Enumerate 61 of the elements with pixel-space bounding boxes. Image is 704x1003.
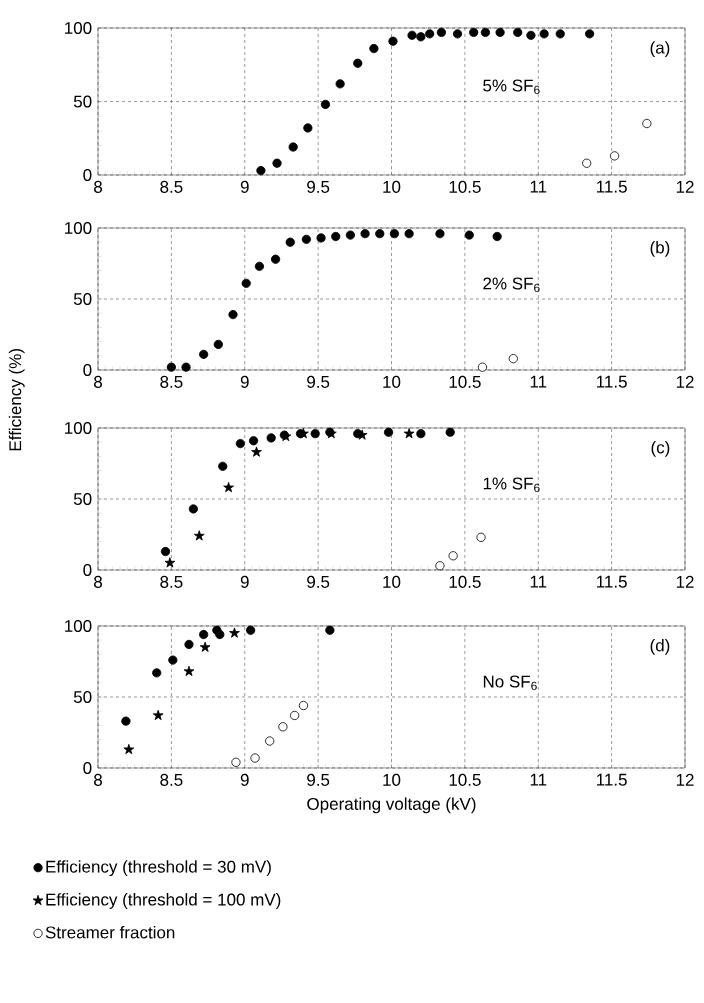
y-tick-label: 100 bbox=[65, 221, 92, 235]
annotation: (c) bbox=[651, 440, 670, 457]
y-tick-label: 100 bbox=[65, 619, 92, 633]
x-tick-label: 8.5 bbox=[160, 773, 183, 786]
x-tick-label: 9.5 bbox=[307, 375, 330, 388]
x-tick-label: 8.5 bbox=[160, 180, 183, 193]
x-tick-label: 9.5 bbox=[307, 575, 330, 588]
annotation: 1% SF$_{6}$ bbox=[483, 477, 540, 493]
x-tick-label: 10 bbox=[383, 773, 401, 786]
x-tick-label: 8 bbox=[94, 773, 102, 786]
x-tick-label: 12 bbox=[676, 575, 694, 588]
x-tick-label: 9 bbox=[240, 180, 249, 193]
annotation: 2% SF$_{6}$ bbox=[483, 277, 540, 293]
y-tick-label: 50 bbox=[73, 690, 92, 704]
x-tick-label: 9 bbox=[240, 575, 249, 588]
x-tick-label: 10 bbox=[383, 375, 401, 388]
x-tick-label: 9.5 bbox=[307, 180, 330, 193]
x-tick-label: 10.5 bbox=[449, 575, 481, 588]
annotation: (a) bbox=[650, 41, 670, 58]
annotation: (b) bbox=[650, 240, 670, 257]
x-tick-label: 11 bbox=[530, 575, 547, 588]
x-tick-label: 8.5 bbox=[160, 375, 183, 388]
y-tick-label: 0 bbox=[83, 563, 92, 577]
annotation: 5% SF$_{6}$ bbox=[483, 79, 540, 95]
x-tick-label: 8 bbox=[94, 375, 102, 388]
x-tick-label: 12 bbox=[676, 773, 694, 786]
y-tick-label: 0 bbox=[83, 761, 92, 775]
x-tick-label: 9 bbox=[240, 375, 249, 388]
x-tick-label: 11 bbox=[530, 180, 547, 193]
x-tick-label: 10.5 bbox=[449, 375, 481, 388]
y-tick-label: 50 bbox=[73, 492, 92, 506]
x-tick-label: 9.5 bbox=[307, 773, 330, 786]
x-tick-label: 11.5 bbox=[597, 575, 627, 588]
x-tick-label: 10.5 bbox=[449, 180, 481, 193]
y-tick-label: 100 bbox=[65, 21, 92, 35]
legend-label: Efficiency (threshold = 100 mV) bbox=[46, 893, 281, 909]
y-tick-label: 100 bbox=[65, 421, 92, 435]
x-tick-label: 10 bbox=[383, 575, 401, 588]
x-tick-label: 10.5 bbox=[449, 773, 481, 786]
legend-label: Streamer fraction bbox=[45, 925, 175, 939]
x-tick-label: 11 bbox=[530, 773, 547, 786]
x-tick-label: 8 bbox=[94, 575, 102, 588]
x-tick-label: 11.5 bbox=[597, 773, 627, 786]
legend-label: Efficiency (threshold = 30 mV) bbox=[46, 860, 271, 877]
x-tick-label: 11.5 bbox=[597, 180, 627, 193]
x-tick-label: 9 bbox=[240, 773, 249, 786]
y-tick-label: 0 bbox=[83, 168, 92, 182]
x-axis-title: Operating voltage (kV) bbox=[307, 797, 476, 814]
x-tick-label: 12 bbox=[676, 180, 694, 193]
x-tick-label: 8 bbox=[94, 180, 102, 193]
x-tick-label: 8.5 bbox=[160, 575, 183, 588]
y-tick-label: 0 bbox=[83, 363, 92, 377]
annotation: (d) bbox=[650, 638, 670, 655]
x-tick-label: 11.5 bbox=[597, 375, 627, 388]
y-tick-label: 50 bbox=[73, 95, 92, 108]
x-tick-label: 11 bbox=[530, 375, 547, 388]
annotation: No SF$_{6}$ bbox=[483, 675, 537, 691]
x-tick-label: 10 bbox=[383, 180, 401, 193]
y-axis-title: Efficiency (%) bbox=[8, 349, 25, 451]
x-tick-label: 12 bbox=[676, 375, 694, 388]
y-tick-label: 50 bbox=[73, 292, 92, 306]
